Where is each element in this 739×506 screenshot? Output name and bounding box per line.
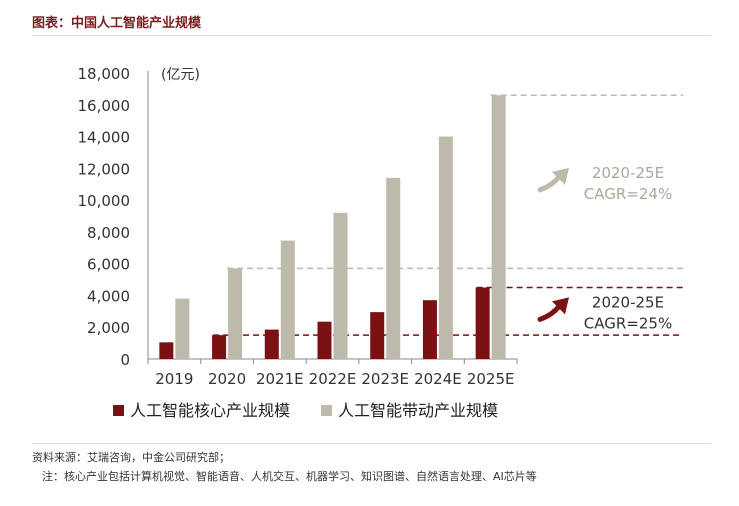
cagr-arrow-head-icon bbox=[552, 297, 569, 315]
bar-core bbox=[422, 300, 437, 359]
bar-chart: 0 2,000 4,000 6,000 8,000 10,000 12,000 14,000 1… bbox=[78, 65, 683, 420]
x-tick-label: 2021E bbox=[256, 370, 304, 388]
bar-driven bbox=[228, 268, 243, 359]
cagr-value-label: CAGR=24% bbox=[584, 185, 672, 203]
bar-core bbox=[317, 321, 332, 359]
cagr-period-label: 2020-25E bbox=[592, 293, 664, 311]
footer-divider bbox=[32, 443, 711, 444]
bar-core bbox=[370, 312, 385, 359]
bar-driven bbox=[280, 240, 295, 359]
cagr-arrow-icon bbox=[537, 173, 563, 193]
bar-driven bbox=[333, 212, 348, 359]
legend-label: 人工智能带动产业规模 bbox=[338, 401, 498, 420]
legend-swatch bbox=[321, 405, 332, 416]
bar-driven bbox=[386, 177, 401, 359]
source-text: 资料来源：艾瑞咨询，中金公司研究部； bbox=[32, 451, 230, 464]
cagr-period-label: 2020-25E bbox=[592, 164, 664, 182]
cagr-value-label: CAGR=25% bbox=[584, 314, 672, 332]
bar-core bbox=[475, 287, 490, 359]
x-tick-label: 2019 bbox=[155, 370, 193, 388]
bar-driven bbox=[438, 136, 453, 359]
bar-core bbox=[159, 342, 174, 359]
y-tick-label: 12,000 bbox=[78, 160, 131, 178]
title-divider bbox=[32, 35, 711, 36]
legend-swatch bbox=[113, 405, 124, 416]
x-tick-label: 2023E bbox=[361, 370, 409, 388]
y-tick-label: 0 bbox=[120, 351, 130, 369]
bar-core bbox=[264, 329, 279, 359]
x-tick-label: 2022E bbox=[309, 370, 357, 388]
y-tick-label: 6,000 bbox=[87, 256, 130, 274]
bar-driven bbox=[491, 95, 506, 359]
x-tick-label: 2024E bbox=[414, 370, 462, 388]
y-tick-label: 18,000 bbox=[78, 65, 131, 83]
y-tick-label: 10,000 bbox=[78, 192, 131, 210]
y-tick-label: 4,000 bbox=[87, 287, 130, 305]
y-tick-label: 14,000 bbox=[78, 129, 131, 147]
unit-label: (亿元) bbox=[161, 67, 200, 83]
cagr-arrow-icon bbox=[537, 302, 563, 322]
y-tick-label: 2,000 bbox=[87, 319, 130, 337]
page-title: 图表：中国人工智能产业规模 bbox=[32, 16, 202, 31]
bar-driven bbox=[175, 298, 190, 359]
legend-label: 人工智能核心产业规模 bbox=[130, 401, 290, 420]
bar-core bbox=[212, 335, 227, 359]
y-tick-label: 8,000 bbox=[87, 224, 130, 242]
y-tick-label: 16,000 bbox=[78, 97, 131, 115]
x-tick-label: 2025E bbox=[467, 370, 515, 388]
cagr-arrow-head-icon bbox=[552, 167, 569, 185]
note-text: 注：核心产业包括计算机视觉、智能语音、人机交互、机器学习、知识图谱、自然语言处理… bbox=[42, 470, 537, 483]
x-tick-label: 2020 bbox=[208, 370, 246, 388]
